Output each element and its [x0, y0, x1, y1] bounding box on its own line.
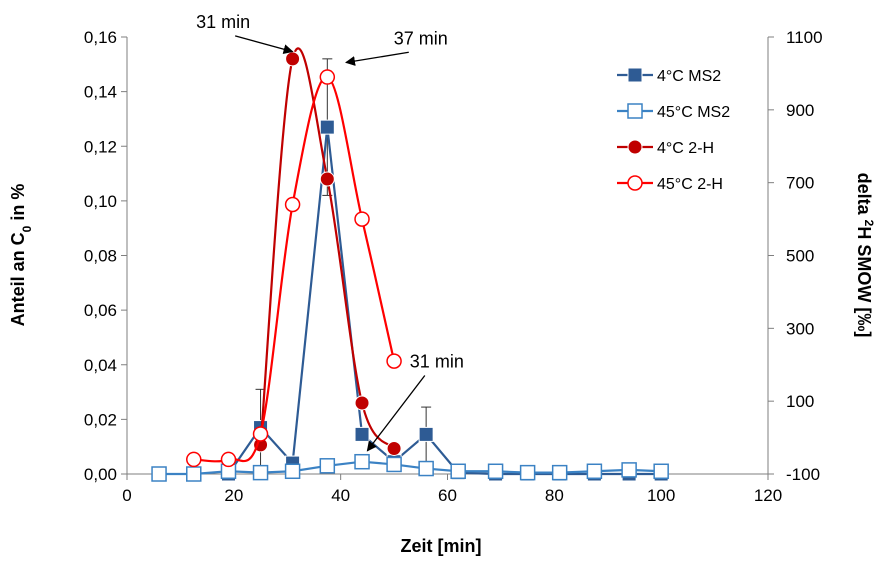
legend-marker — [627, 103, 643, 119]
data-point — [354, 395, 370, 411]
plot-area — [151, 47, 669, 482]
y-right-tick-label: -100 — [786, 465, 820, 484]
y-left-tick-label: 0,14 — [84, 83, 117, 102]
y-left-tick-label: 0,08 — [84, 247, 117, 266]
series-0 — [220, 58, 669, 482]
annotation-arrow — [366, 375, 426, 452]
x-tick-label: 120 — [754, 486, 782, 505]
data-point — [354, 426, 370, 442]
y-left-tick-label: 0,10 — [84, 192, 117, 211]
data-point — [551, 464, 568, 481]
series-line — [159, 460, 662, 476]
data-point — [418, 460, 434, 477]
x-tick-label: 60 — [438, 486, 457, 505]
y-right-tick-label: 500 — [786, 247, 814, 266]
legend-item: 4°C MS2 — [617, 67, 721, 85]
data-point — [252, 464, 269, 481]
x-tick-label: 80 — [545, 486, 564, 505]
series-line — [227, 127, 662, 476]
data-point — [386, 353, 402, 369]
x-tick-label: 20 — [224, 486, 243, 505]
y-left-tick-label: 0,06 — [84, 301, 117, 320]
data-point — [186, 466, 202, 482]
data-point — [319, 458, 336, 474]
legend-item: 4°C 2-H — [617, 139, 714, 157]
y-right-tick-label: 1100 — [786, 28, 823, 47]
series-3 — [186, 69, 402, 468]
y-left-tick-label: 0,04 — [84, 356, 117, 375]
data-point — [450, 463, 466, 480]
data-point — [186, 451, 202, 468]
data-point — [354, 453, 370, 470]
annotation-arrow — [345, 51, 409, 66]
data-point — [386, 456, 402, 473]
legend-item: 45°C MS2 — [617, 103, 730, 121]
legend-marker — [627, 175, 643, 191]
data-point — [220, 451, 237, 468]
legend-item: 45°C 2-H — [617, 175, 723, 193]
legend-label: 4°C MS2 — [657, 68, 721, 85]
annotation-arrow — [234, 35, 294, 55]
legend: 4°C MS2 45°C MS2 4°C 2-H 45°C 2-H — [617, 67, 730, 193]
series-1 — [151, 453, 669, 482]
y-right-tick-label: 100 — [786, 392, 814, 411]
y-left-tick-label: 0,12 — [84, 137, 117, 156]
annotation-label: 31 min — [410, 351, 464, 371]
x-tick-label: 40 — [331, 486, 350, 505]
annotations: 31 min 37 min 31 min — [196, 12, 464, 452]
y-left-tick-label: 0,16 — [84, 28, 117, 47]
data-point — [319, 69, 336, 85]
x-tick-label: 0 — [122, 486, 131, 505]
axes: 0 20 40 60 80 100 120 0,00 0,02 0,04 0,06 0,08 0,10 0… — [84, 28, 823, 505]
data-point — [386, 441, 402, 457]
data-point — [319, 171, 335, 187]
y-right-axis-title: delta 2H SMOW [‰] — [854, 173, 876, 338]
x-tick-label: 100 — [647, 486, 675, 505]
annotation-label: 37 min — [394, 28, 448, 48]
data-point — [487, 463, 504, 480]
legend-label: 45°C 2-H — [657, 176, 723, 193]
legend-marker — [627, 67, 643, 83]
y-right-tick-label: 300 — [786, 319, 814, 338]
x-axis-title: Zeit [min] — [401, 536, 482, 556]
data-point — [151, 466, 167, 482]
data-point — [354, 211, 370, 227]
y-left-tick-label: 0,02 — [84, 410, 117, 429]
data-point — [519, 464, 536, 481]
data-point — [252, 426, 269, 442]
y-right-tick-label: 900 — [786, 101, 814, 120]
data-point — [621, 462, 637, 478]
data-point — [586, 463, 603, 480]
y-left-axis-title: Anteil an C0 in % — [8, 184, 34, 327]
y-left-tick-label: 0,00 — [84, 465, 117, 484]
data-point — [418, 426, 434, 442]
legend-label: 4°C 2-H — [657, 140, 714, 157]
data-point — [284, 463, 301, 480]
data-point — [653, 463, 669, 480]
data-point — [319, 119, 335, 135]
axis-titles: Zeit [min] Anteil an C0 in % delta 2H SM… — [8, 173, 876, 556]
y-right-tick-label: 700 — [786, 174, 814, 193]
legend-label: 45°C MS2 — [657, 104, 730, 121]
data-point — [285, 51, 301, 67]
data-point — [284, 196, 301, 213]
legend-marker — [627, 139, 643, 155]
annotation-label: 31 min — [196, 12, 250, 32]
